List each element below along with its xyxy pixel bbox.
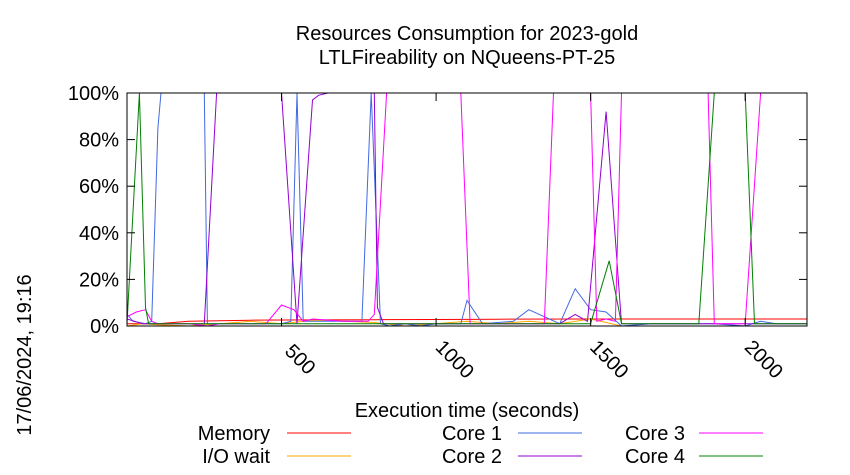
- y-tick-label: 100%: [68, 83, 119, 105]
- y-tick-label: 0%: [90, 316, 119, 338]
- x-tick-label: 1500: [585, 336, 632, 383]
- chart-title: Resources Consumption for 2023-gold: [296, 23, 638, 45]
- y-tick-label: 80%: [79, 130, 119, 152]
- y-tick-label: 60%: [79, 176, 119, 198]
- x-tick-label: 500: [280, 340, 319, 379]
- series-line-i-o-wait: [126, 318, 807, 327]
- y-axis: 0% 20% 40% 60% 80% 100%: [68, 83, 807, 338]
- x-tick-label: 1000: [431, 336, 478, 383]
- series-line-memory: [127, 318, 807, 325]
- legend-label-core-3: Core 3: [625, 423, 685, 445]
- series-line-core-4: [126, 92, 807, 325]
- legend-label-core-2: Core 2: [442, 446, 502, 468]
- legend-label-memory: Memory: [198, 423, 270, 445]
- legend-label-core-4: Core 4: [625, 446, 685, 468]
- legend-label-i-o-wait: I/O wait: [202, 446, 270, 468]
- chart-subtitle: LTLFireability on NQueens-PT-25: [319, 47, 615, 69]
- series-layer: [126, 92, 807, 327]
- series-line-core-1: [126, 92, 807, 327]
- timestamp-label: 17/06/2024, 19:16: [14, 274, 36, 435]
- plot-frame: [126, 92, 808, 327]
- x-axis-label: Execution time (seconds): [355, 400, 580, 422]
- series-line-core-2: [126, 92, 807, 325]
- y-tick-label: 40%: [79, 223, 119, 245]
- legend-label-core-1: Core 1: [442, 423, 502, 445]
- x-tick-label: 2000: [740, 336, 787, 383]
- y-tick-label: 20%: [79, 269, 119, 291]
- series-line-core-3: [126, 92, 807, 327]
